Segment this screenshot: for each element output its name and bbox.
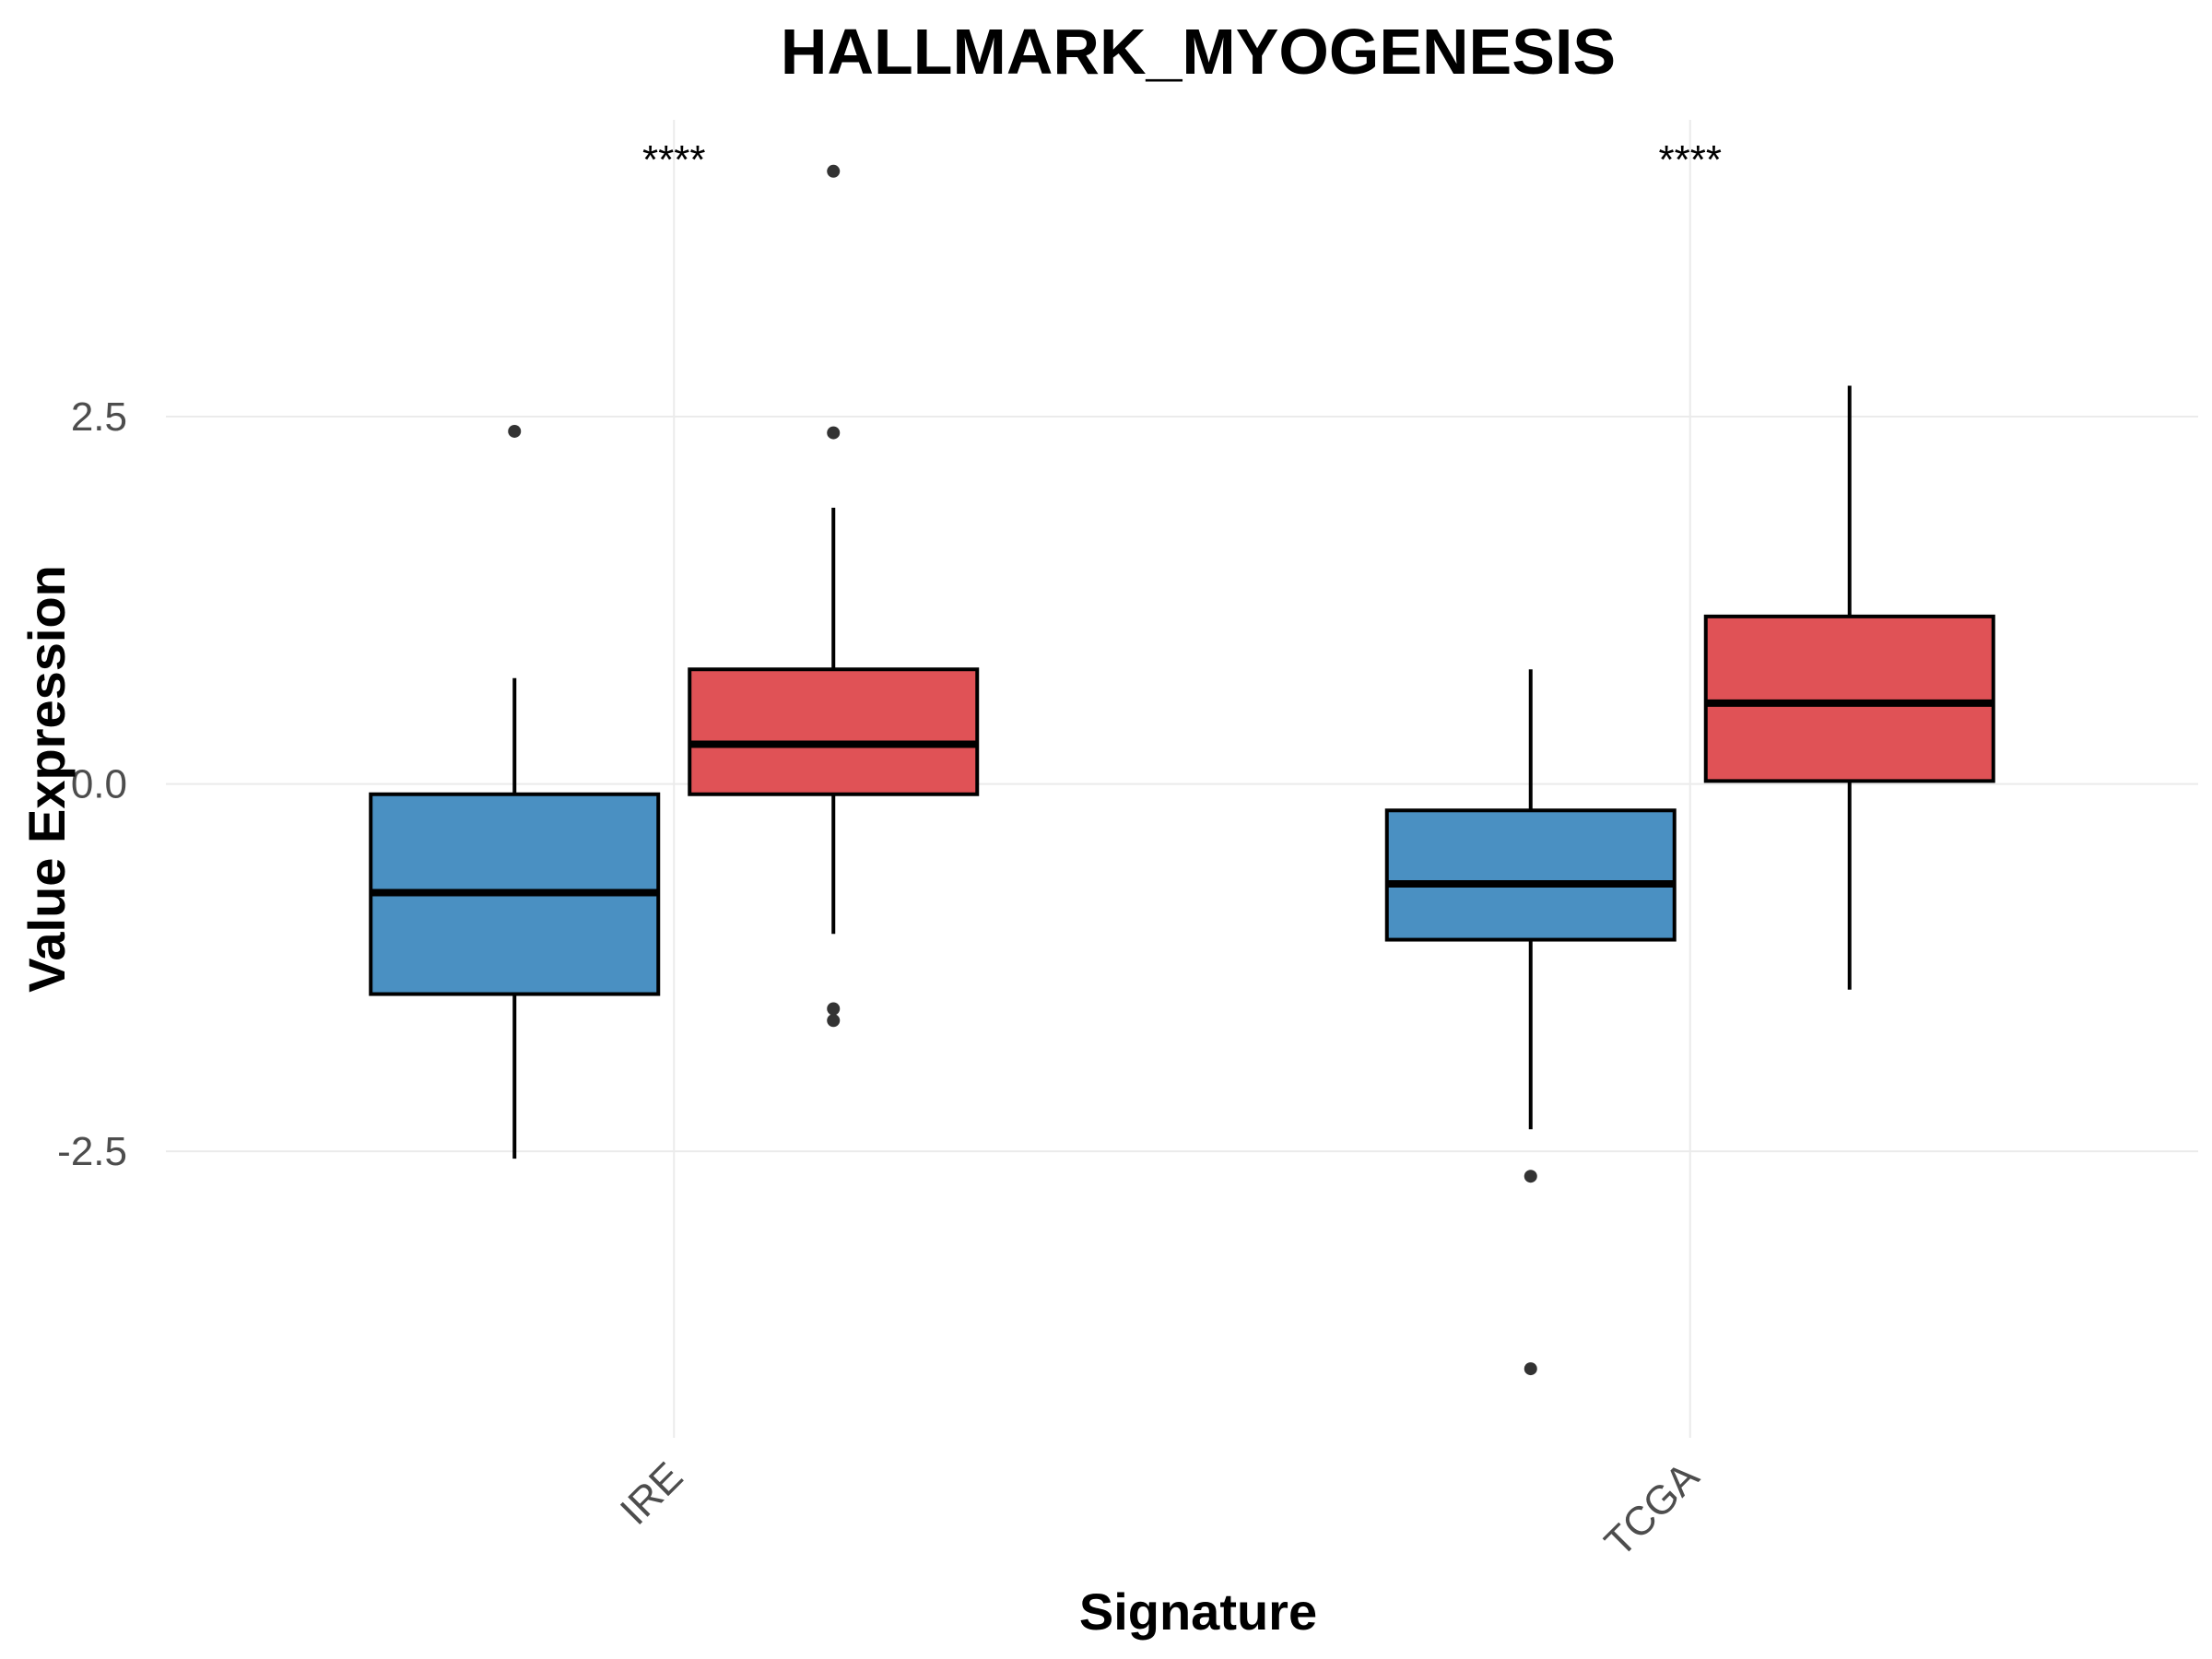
- x-tick-label: IRE: [612, 1453, 692, 1534]
- y-tick-label: 2.5: [71, 394, 127, 440]
- significance-label: ****: [1659, 137, 1723, 182]
- outlier-point: [827, 1014, 841, 1028]
- x-tick-label: TCGA: [1596, 1453, 1709, 1566]
- outlier-point: [827, 426, 841, 440]
- box-group: [369, 424, 661, 1159]
- significance-label: ****: [642, 137, 706, 182]
- box-body: [1384, 808, 1677, 942]
- box-layer: [369, 164, 1995, 1376]
- outlier-point: [1524, 1170, 1537, 1183]
- y-tick-label: -2.5: [57, 1129, 127, 1174]
- y-axis-title: Value Expression: [18, 565, 76, 993]
- box-body: [688, 667, 980, 796]
- box-group: [688, 164, 980, 1028]
- box-group: [1703, 385, 1995, 990]
- box-group: [1384, 669, 1677, 1376]
- annotation-layer: **** ****: [642, 137, 1722, 182]
- outlier-point: [827, 164, 841, 178]
- grid-layer: [166, 120, 2198, 1438]
- y-tick-label: 0.0: [71, 762, 127, 807]
- outlier-point: [827, 1002, 841, 1016]
- chart-title: HALLMARK_MYOGENESIS: [781, 16, 1616, 88]
- tick-layer: -2.5 0.0 2.5 IRE TCGA: [57, 394, 1708, 1565]
- box-body: [1703, 614, 1995, 783]
- x-axis-title: Signature: [1079, 1583, 1317, 1641]
- outlier-point: [508, 424, 522, 438]
- outlier-point: [1524, 1362, 1537, 1376]
